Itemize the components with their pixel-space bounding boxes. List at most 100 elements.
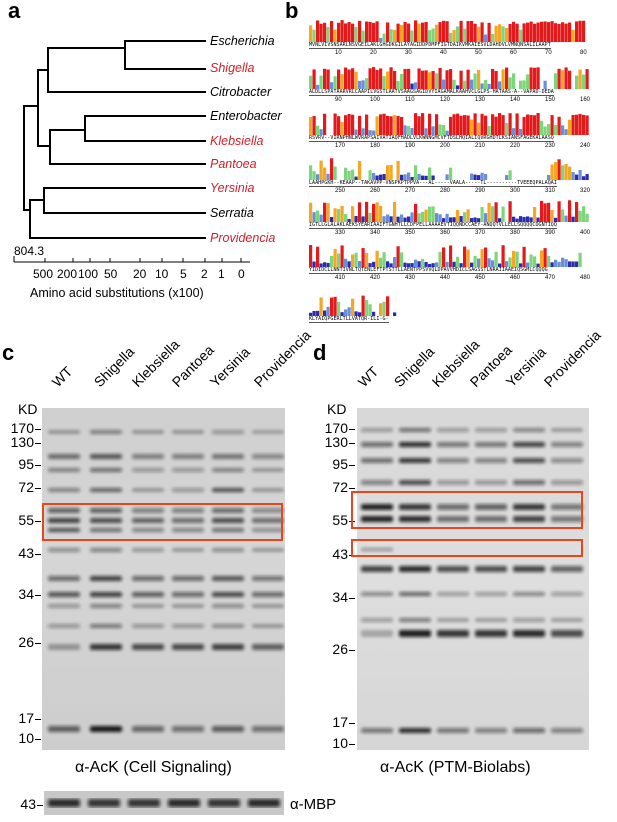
conservation-bar — [414, 203, 418, 222]
conservation-bar — [501, 26, 505, 42]
conservation-bar — [431, 263, 435, 267]
conservation-bar — [382, 216, 386, 222]
blot-band — [513, 428, 545, 432]
conservation-bar — [365, 114, 369, 135]
blot-band — [252, 454, 284, 459]
conservation-bar — [351, 68, 355, 89]
alignment-position-label: 150 — [545, 97, 556, 103]
conservation-bar — [561, 257, 565, 267]
conservation-bar — [312, 212, 316, 222]
mw-marker: 43 — [314, 546, 355, 562]
conservation-bar — [564, 67, 568, 89]
conservation-bar — [326, 306, 330, 316]
loading-control-label: α-MBP — [290, 796, 337, 813]
lane-label: WT — [48, 363, 76, 390]
conservation-bar — [477, 258, 481, 267]
conservation-bar — [368, 21, 372, 42]
mw-marker: 130 — [314, 434, 355, 450]
blot-band — [208, 799, 240, 807]
mw-marker: 55 — [314, 512, 355, 528]
conservation-bar — [312, 116, 316, 135]
conservation-bar — [575, 21, 579, 42]
conservation-bar — [547, 255, 551, 267]
conservation-bar — [578, 252, 582, 267]
conservation-bar — [358, 312, 362, 316]
conservation-bar — [351, 298, 355, 316]
axis-tick-label: 2 — [201, 267, 208, 281]
blot-band — [551, 480, 583, 485]
lane-label: Providencia — [540, 326, 604, 390]
conservation-bar — [435, 213, 439, 222]
alignment-position-label: 100 — [370, 97, 381, 103]
conservation-bar — [386, 22, 390, 42]
conservation-bar — [368, 130, 372, 135]
conservation-bar — [536, 217, 540, 222]
conservation-bar — [575, 114, 579, 135]
conservation-bar — [491, 33, 495, 42]
blot-band — [90, 592, 122, 597]
conservation-bar — [309, 165, 313, 180]
conservation-bar — [347, 114, 351, 135]
conservation-bar — [386, 71, 390, 89]
axis-tick-label: 10 — [155, 267, 169, 281]
conservation-bar — [536, 263, 540, 267]
conservation-bar — [372, 172, 376, 180]
alignment-position-label: 320 — [580, 188, 591, 194]
blot-band — [48, 799, 80, 807]
conservation-bar — [316, 84, 320, 89]
conservation-bar — [382, 301, 386, 316]
conservation-bar — [382, 113, 386, 135]
alignment-sequence: YIDIDCLLNNTIVNLTQTENLEFTPTSTTLLAENTPPSVV… — [309, 267, 548, 274]
taxon-serratia: Serratia — [210, 206, 254, 220]
blot-band — [172, 624, 204, 628]
conservation-bar — [459, 20, 463, 42]
conservation-bar — [473, 174, 477, 180]
conservation-bar — [414, 20, 418, 42]
conservation-bar — [396, 116, 400, 135]
taxon-shigella: Shigella — [210, 61, 255, 75]
conservation-bar — [582, 20, 586, 42]
blot-band — [361, 630, 393, 637]
blot-band — [437, 480, 469, 485]
blot-band — [361, 428, 393, 432]
blot-band — [475, 516, 507, 522]
conservation-bar — [379, 114, 383, 135]
conservation-bar — [403, 174, 407, 180]
conservation-bar — [396, 80, 400, 89]
conservation-bar — [312, 310, 316, 316]
conservation-bar — [463, 115, 467, 135]
blot-band — [252, 576, 284, 581]
blot-band — [212, 528, 244, 532]
conservation-bar — [400, 174, 404, 180]
conservation-bar — [484, 213, 488, 222]
conservation-bar — [326, 203, 330, 222]
panel-b-label: b — [285, 0, 299, 23]
taxon-escherichia: Escherichia — [210, 34, 275, 48]
conservation-bar — [529, 254, 533, 267]
conservation-bar — [393, 70, 397, 89]
alignment-position-label: 170 — [335, 143, 346, 149]
blot-band — [90, 488, 122, 492]
conservation-bar — [508, 257, 512, 267]
blot-band — [172, 468, 204, 472]
axis-tick-label: 5 — [180, 267, 187, 281]
blot-band — [88, 799, 120, 807]
conservation-bar — [316, 310, 320, 316]
conservation-bar — [543, 80, 547, 89]
blot-d-highlight-box-43 — [351, 539, 583, 557]
conservation-bar — [582, 114, 586, 135]
mw-marker: 17 — [0, 710, 41, 726]
conservation-bar — [498, 24, 502, 42]
alignment-position-label: 70 — [545, 50, 552, 56]
conservation-bar — [435, 73, 439, 89]
blot-band — [48, 726, 80, 732]
conservation-bar — [550, 21, 554, 42]
conservation-bar — [386, 165, 390, 180]
conservation-bar — [410, 176, 414, 180]
conservation-bar — [456, 113, 460, 135]
conservation-bar — [452, 114, 456, 135]
blot-band — [252, 528, 284, 532]
conservation-bar — [333, 208, 337, 222]
conservation-bar — [431, 70, 435, 89]
mw-marker: 170 — [0, 420, 41, 436]
